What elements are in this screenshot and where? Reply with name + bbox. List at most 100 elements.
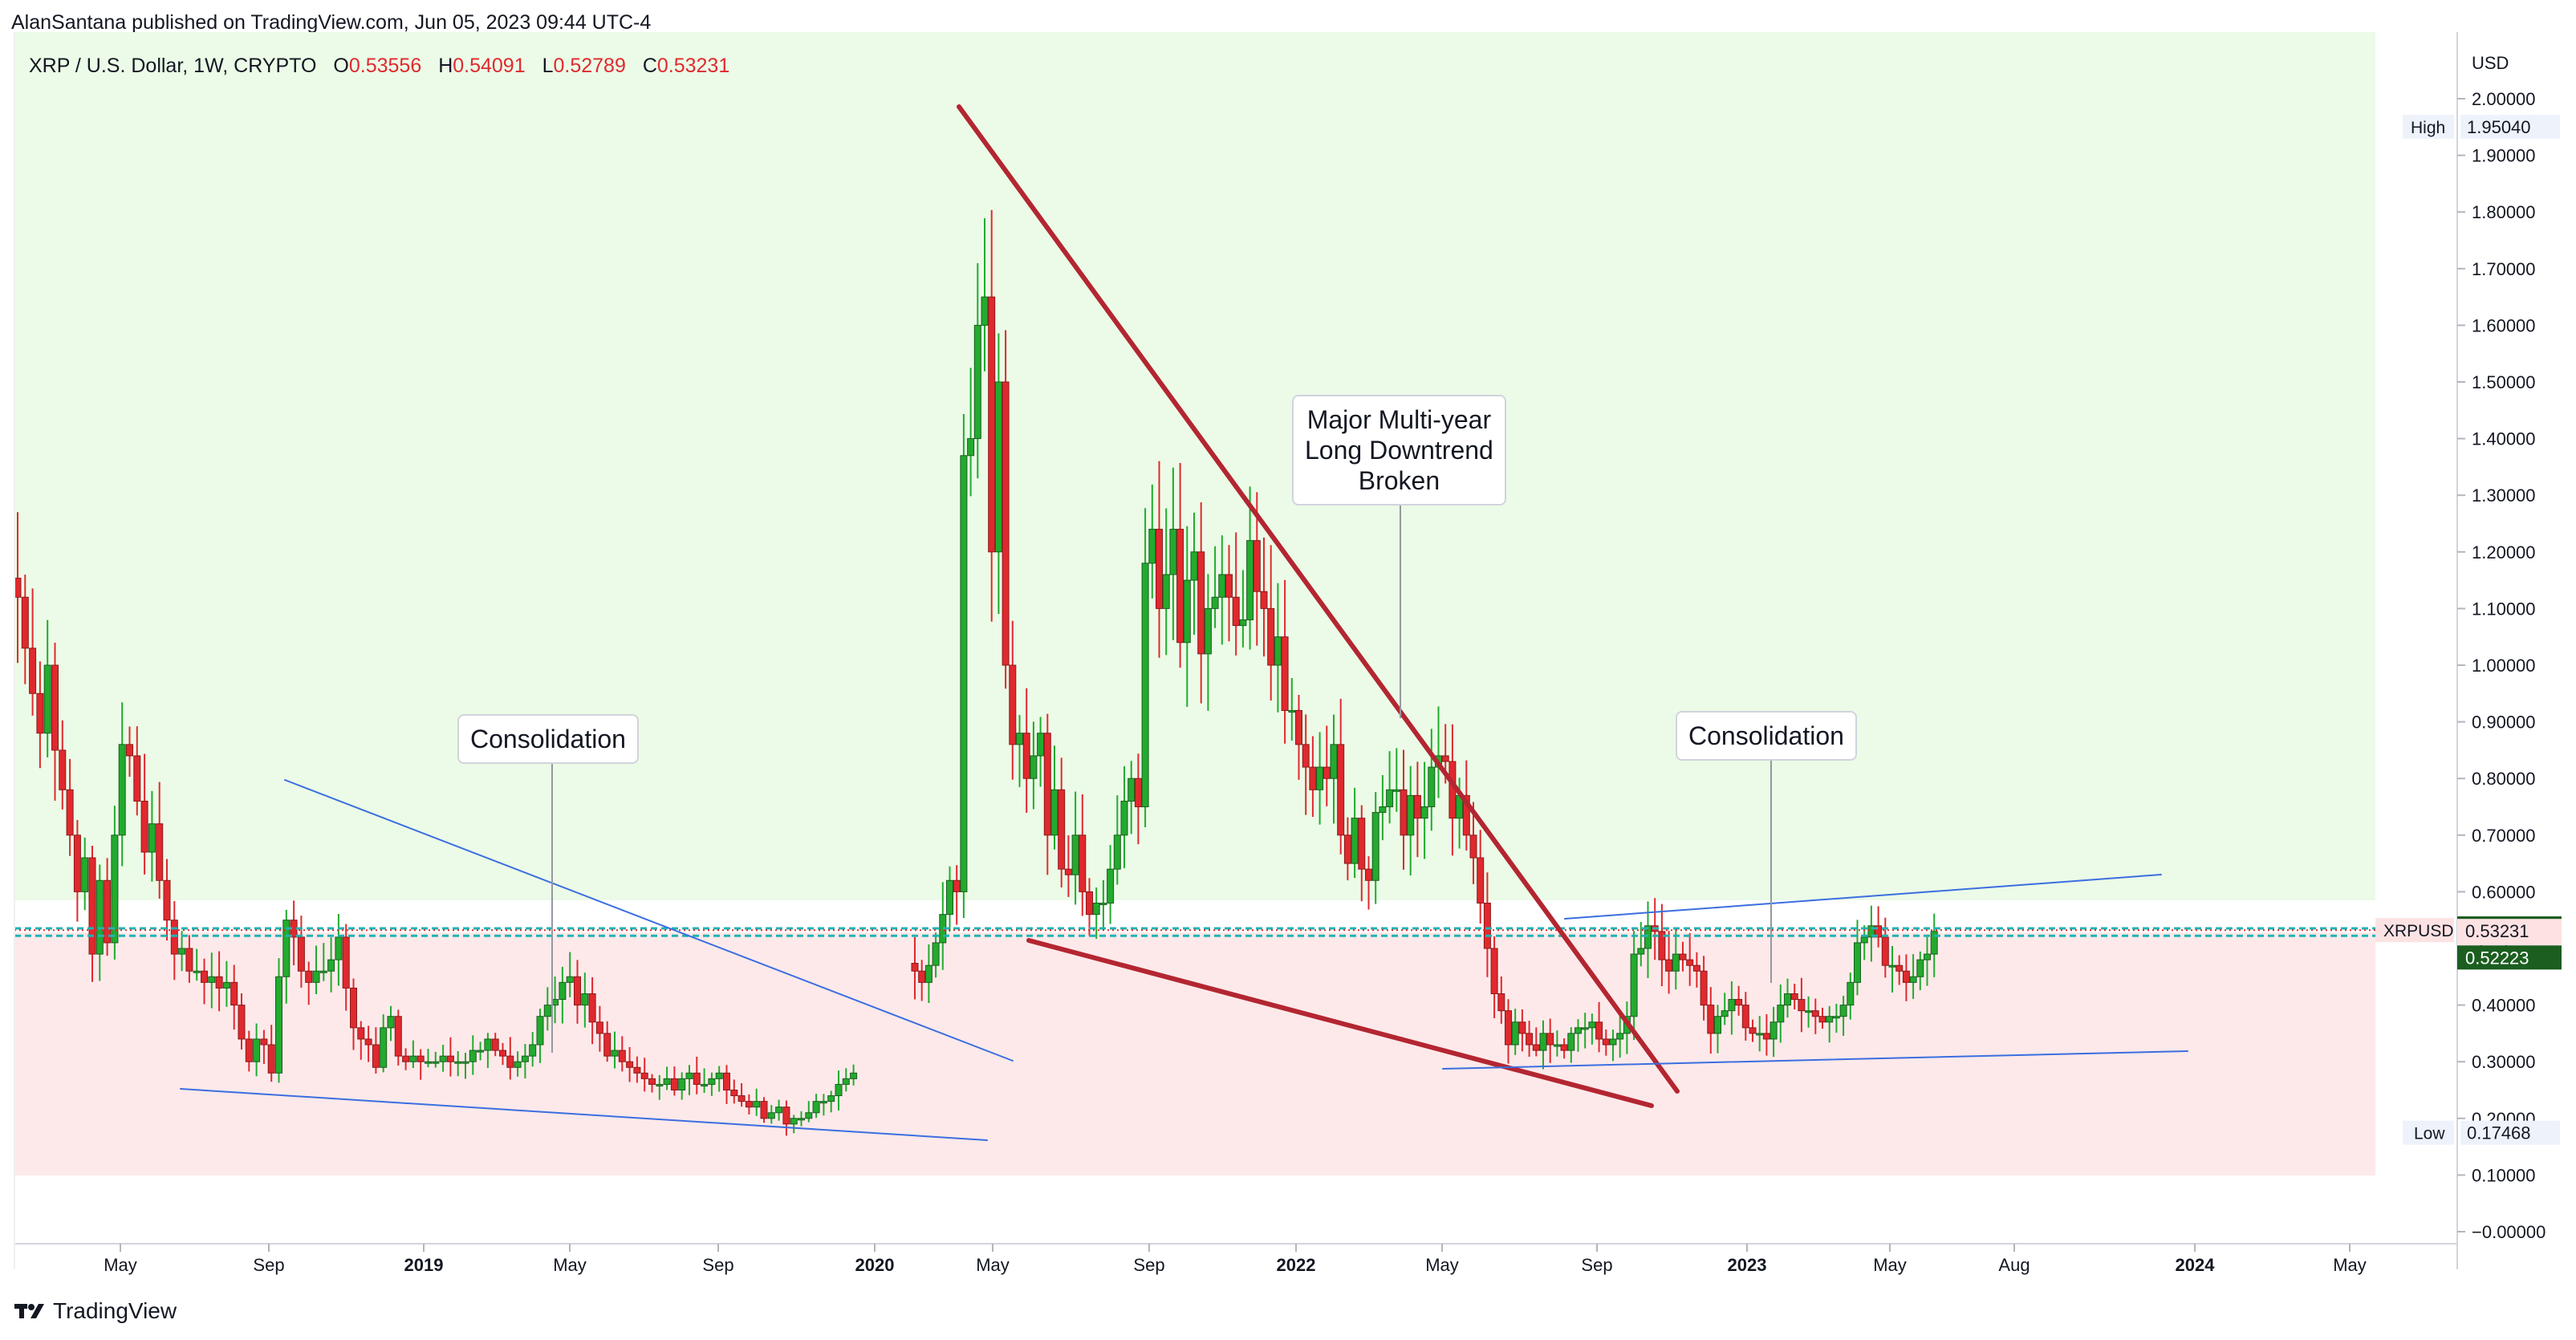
candle-down [1707, 1005, 1715, 1034]
candle-up [521, 1055, 529, 1062]
wedge-support-line[interactable] [1026, 938, 1654, 1108]
candle-up [1832, 1016, 1840, 1019]
time-tick-label: Aug [1998, 1255, 2030, 1275]
descending-resistance-line[interactable] [284, 779, 1014, 1062]
candle-down [1679, 953, 1687, 960]
low-label: L [542, 55, 554, 77]
candle-up [1120, 800, 1128, 836]
time-tick-label: May [104, 1255, 137, 1275]
candle-up [1428, 766, 1436, 808]
candle-up [148, 823, 156, 853]
candle-up [1099, 903, 1107, 906]
candle-up [1777, 1005, 1785, 1023]
candle-down [29, 648, 37, 694]
candle-up [1588, 1021, 1596, 1029]
price-tick-label: 0.10000 [2472, 1165, 2536, 1185]
candle-up [1721, 1010, 1729, 1017]
candle-up [1805, 1010, 1813, 1013]
candle-up [1274, 636, 1282, 666]
candle-down [1413, 794, 1421, 819]
candle-up [477, 1050, 485, 1053]
candle-up [663, 1078, 671, 1085]
high-marker-label: High [2411, 119, 2445, 137]
candle-up [1420, 806, 1428, 819]
candle-up [409, 1055, 417, 1062]
close-value: 0.53231 [656, 55, 730, 77]
symbol-title[interactable]: XRP / U.S. Dollar, 1W, CRYPTO [29, 55, 317, 77]
candle-down [1518, 1021, 1526, 1034]
candle-up [1637, 948, 1645, 955]
tradingview-logo[interactable]: TradingView [14, 1298, 177, 1324]
candle-up [994, 381, 1002, 553]
candle-down [782, 1107, 790, 1125]
candle-up [1030, 755, 1038, 779]
candle-up [1616, 1033, 1624, 1040]
candle-up [1392, 789, 1400, 792]
price-tick-label: 1.40000 [2472, 429, 2536, 449]
downtrend-line[interactable] [957, 104, 1680, 1094]
candle-up [753, 1101, 761, 1108]
price-tick-label: 1.80000 [2472, 202, 2536, 222]
candle-down [648, 1078, 656, 1085]
price-tick-label: 1.10000 [2472, 599, 2536, 619]
candle-up [1756, 1033, 1764, 1036]
level-lower-tag: 0.52223 [2465, 948, 2529, 968]
price-tick-label: 0.30000 [2472, 1052, 2536, 1072]
candle-up [1239, 619, 1247, 627]
publisher-bar: AlanSantana published on TradingView.com… [0, 0, 2576, 34]
candle-up [819, 1101, 827, 1104]
candle-up [611, 1050, 619, 1057]
candle-up [319, 970, 327, 973]
candle-down [66, 789, 74, 836]
annotation-consolidation-right[interactable]: Consolidation [1676, 711, 1857, 761]
currency-label: USD [2472, 53, 2509, 73]
time-tick-label: 2020 [855, 1255, 895, 1275]
candle-down [1197, 551, 1205, 655]
candle-down [305, 970, 313, 983]
candle-down [1560, 1044, 1568, 1051]
candle-down [140, 800, 148, 853]
trendlines[interactable] [14, 104, 2377, 1141]
candle-down [133, 755, 141, 802]
range-top-line[interactable] [1564, 874, 2162, 920]
candle-up [282, 920, 291, 977]
candle-up [812, 1101, 820, 1114]
high-value: 0.54091 [453, 55, 526, 77]
candle-down [1232, 596, 1240, 627]
candle-up [946, 879, 953, 916]
candle-up [1037, 733, 1045, 757]
candle-up [967, 438, 975, 457]
candle-down [1477, 857, 1485, 904]
symbol-tag: XRPUSD [2383, 922, 2454, 940]
candle-down [230, 981, 238, 1006]
range-bottom-line[interactable] [1442, 1050, 2188, 1070]
candle-up [193, 970, 201, 973]
low-marker-bg [2403, 1120, 2454, 1145]
candle-up [581, 993, 589, 1006]
candle-up [1567, 1033, 1575, 1051]
candle-up [1909, 976, 1917, 983]
candle-up [1351, 818, 1359, 864]
candle-down [104, 879, 112, 944]
annotation-downtrend-broken[interactable]: Major Multi-year Long Downtrend Broken [1292, 395, 1506, 506]
open-label: O [333, 55, 349, 77]
candle-up [1407, 794, 1415, 836]
price-tick-label: 0.40000 [2472, 996, 2536, 1016]
candle-down [1400, 789, 1408, 836]
candle-down [988, 296, 996, 553]
candle-up [715, 1072, 723, 1079]
annotation-consolidation-left[interactable]: Consolidation [457, 714, 639, 764]
support-line-2018[interactable] [180, 1088, 988, 1141]
candle-down [51, 664, 59, 751]
close-label: C [642, 55, 657, 77]
candle-up [767, 1112, 775, 1119]
candle-up [335, 936, 343, 960]
candle-down [1267, 607, 1275, 666]
candle-up [678, 1078, 686, 1091]
candle-up [95, 879, 104, 955]
price-tick-label: 2.00000 [2472, 89, 2536, 109]
candle-up [1930, 931, 1938, 955]
candle-down [364, 1038, 372, 1046]
candle-up [1924, 953, 1931, 960]
